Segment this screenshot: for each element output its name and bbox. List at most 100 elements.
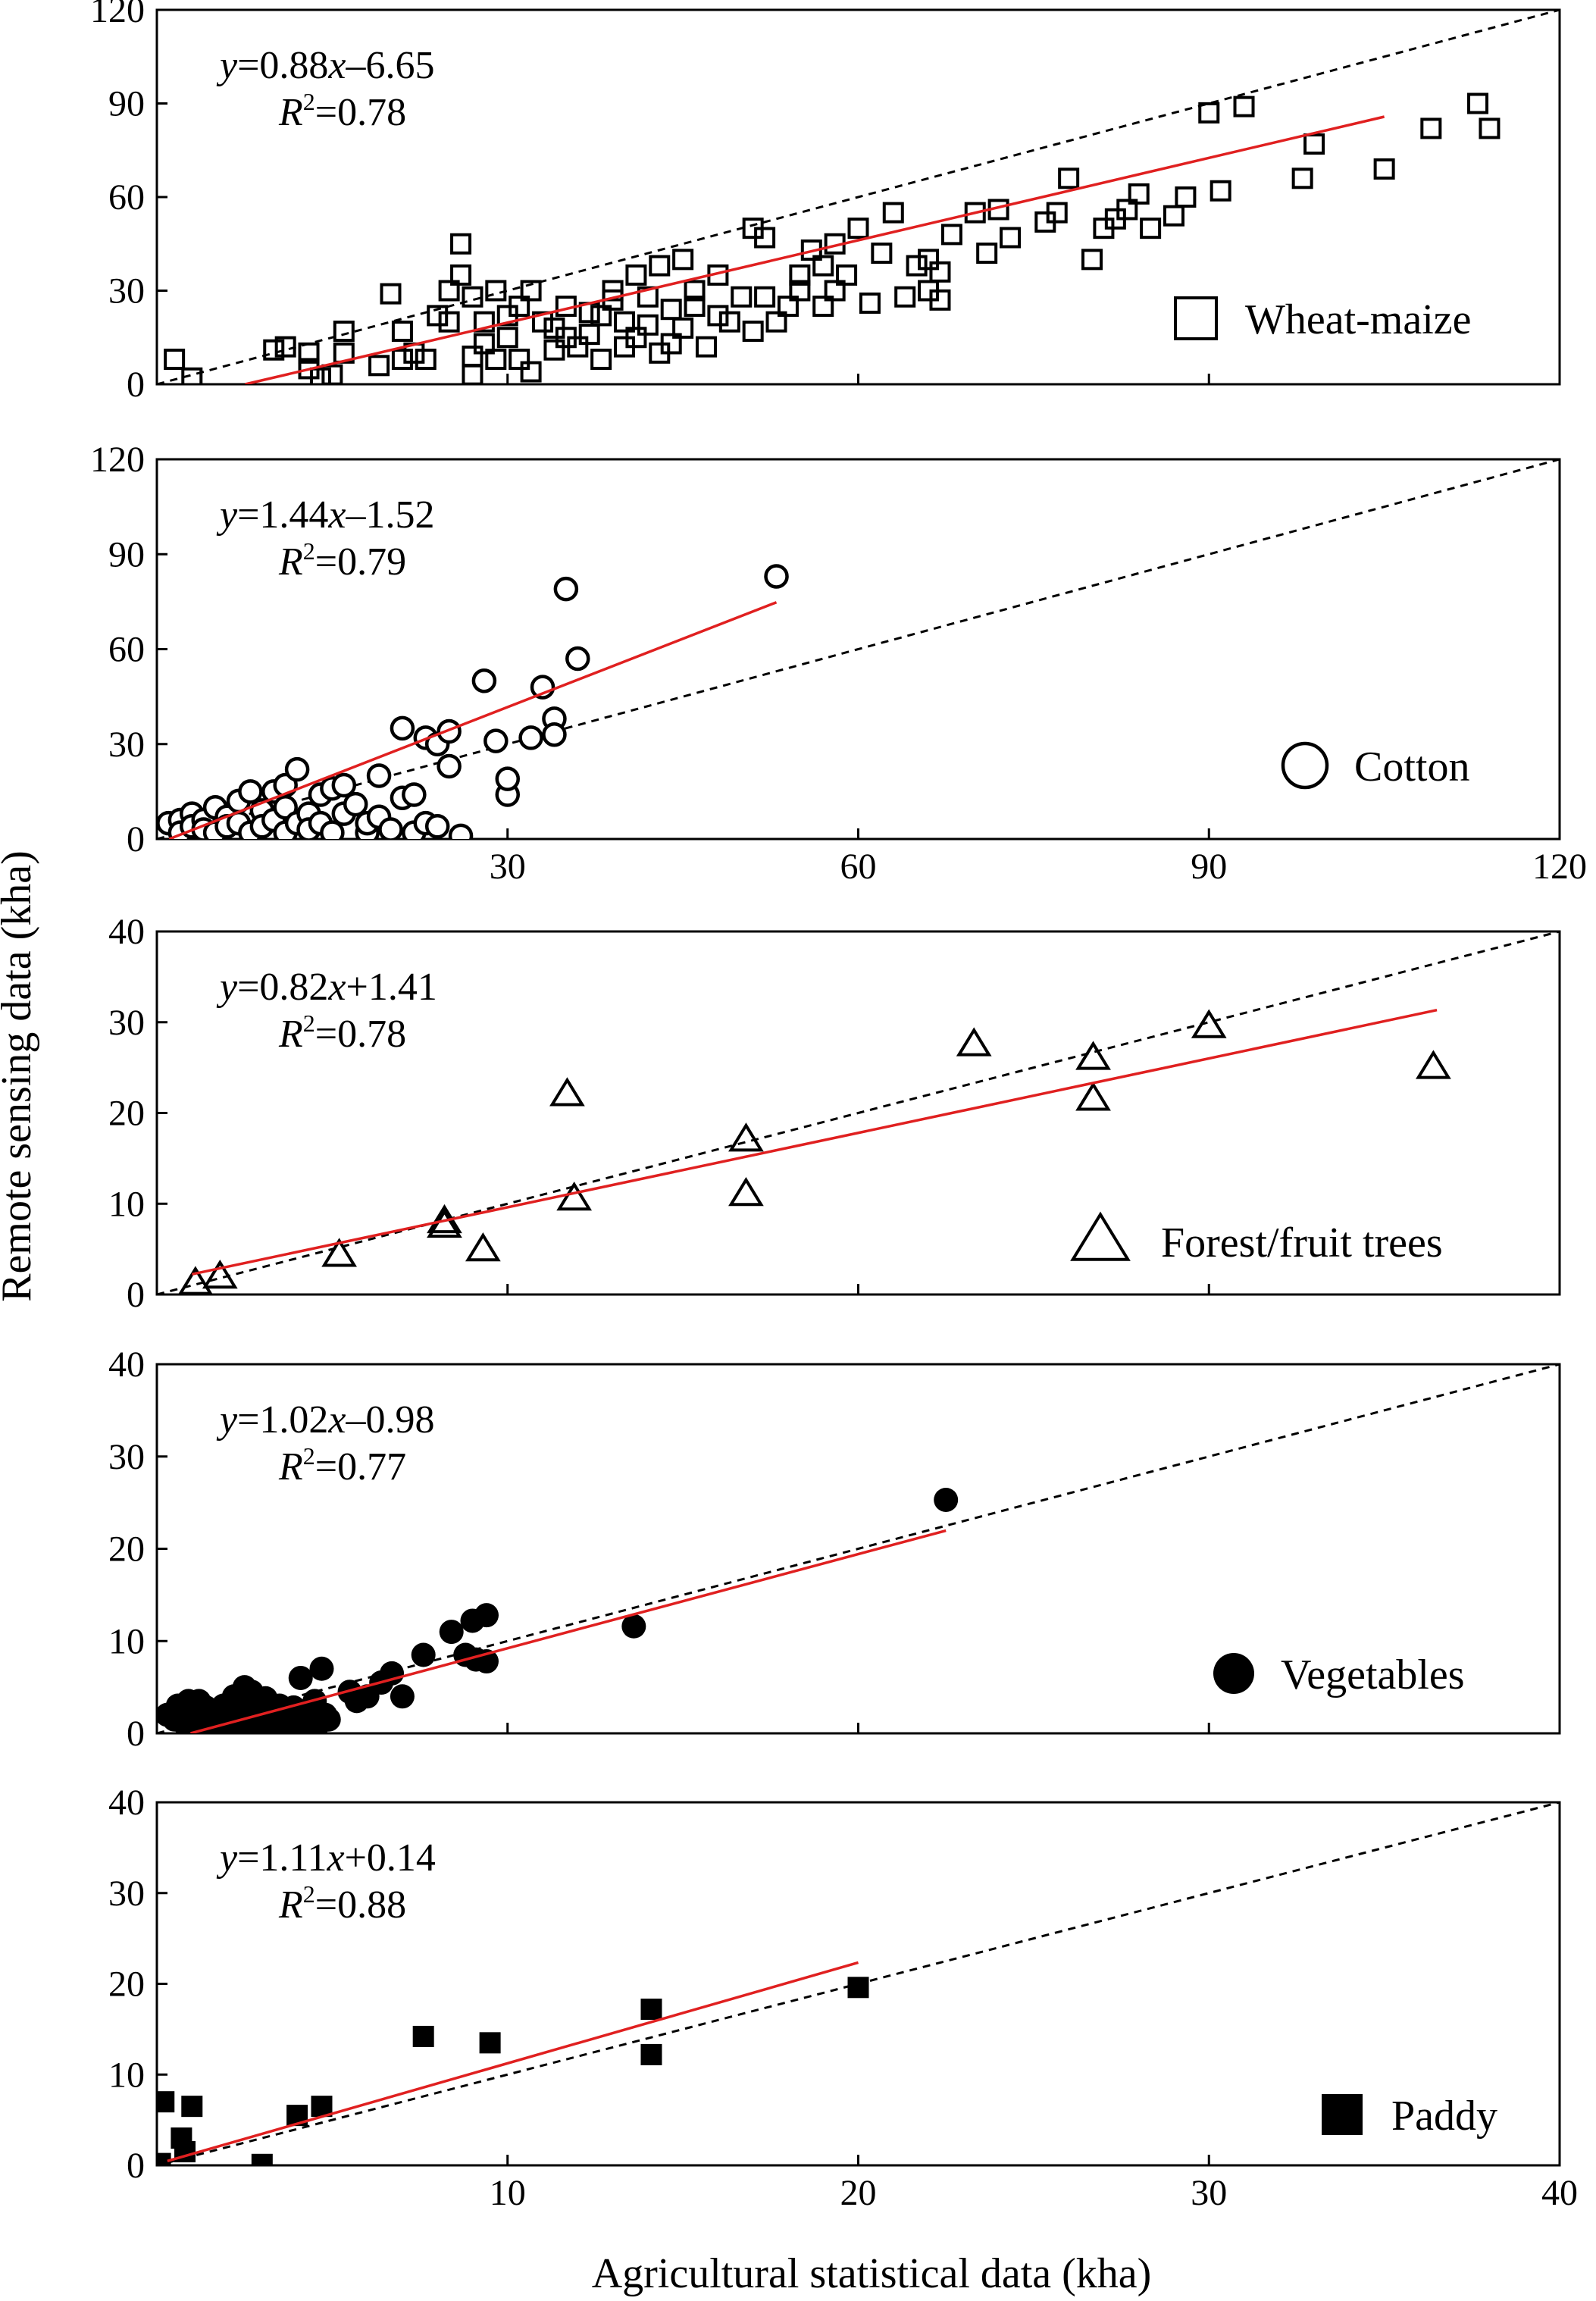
legend-label: Vegetables: [1281, 1651, 1465, 1698]
data-point: [777, 296, 799, 318]
data-point: [894, 286, 916, 308]
data-point: [882, 202, 904, 224]
data-point: [906, 255, 928, 277]
legend-marker: [1281, 741, 1329, 790]
data-point: [438, 280, 460, 302]
data-point: [640, 2043, 662, 2065]
data-point: [764, 564, 789, 589]
data-point: [567, 336, 589, 358]
data-point: [1467, 92, 1489, 114]
x-tick-label: 20: [840, 2173, 877, 2213]
data-point: [288, 1665, 313, 1690]
data-point: [331, 772, 357, 798]
data-point: [343, 791, 368, 817]
plot-area: [157, 459, 1560, 839]
data-point: [437, 753, 462, 779]
data-point: [621, 1614, 646, 1639]
data-point: [871, 243, 893, 265]
data-point: [1075, 1041, 1111, 1070]
data-point: [1140, 218, 1162, 239]
data-point: [1373, 158, 1395, 180]
data-point: [1198, 102, 1220, 124]
legend-marker: [1070, 1211, 1131, 1261]
data-point: [754, 227, 776, 249]
y-tick-label: 60: [108, 177, 145, 218]
y-tick-label: 30: [108, 1003, 145, 1043]
legend-entry: Forest/fruit trees: [1070, 1211, 1443, 1266]
x-tick-label: 10: [490, 2173, 526, 2213]
r-squared: R2=0.78: [278, 88, 406, 134]
data-point: [542, 722, 567, 747]
data-point: [590, 305, 612, 327]
y-tick-label: 20: [108, 1964, 145, 2005]
x-tick-label: 90: [1191, 847, 1227, 887]
data-point: [847, 218, 869, 239]
y-tick-label: 90: [108, 84, 145, 124]
data-point: [320, 820, 345, 839]
identity-line: [157, 459, 1560, 839]
data-point: [660, 333, 682, 355]
regression-line: [168, 601, 778, 839]
data-point: [415, 349, 437, 371]
data-point: [462, 364, 483, 384]
r-squared: R2=0.79: [278, 537, 406, 584]
chart-panels: 0306090120y=0.88x–6.65R2=0.78Wheat-maize…: [90, 0, 1587, 2213]
data-point: [625, 327, 647, 349]
data-point: [390, 1684, 415, 1709]
data-point: [684, 280, 706, 302]
x-tick-label: 120: [1532, 847, 1587, 887]
y-tick-label: 40: [108, 912, 145, 952]
y-tick-label: 30: [108, 271, 145, 311]
identity-line: [157, 1364, 1560, 1733]
legend-entry: Paddy: [1322, 2093, 1497, 2140]
regression-equation: y=1.44x–1.52: [216, 493, 435, 537]
y-tick-label: 30: [108, 1874, 145, 1914]
data-point: [1046, 202, 1068, 224]
data-point: [1291, 167, 1313, 189]
data-point: [391, 349, 413, 371]
data-point: [754, 286, 776, 308]
data-point: [462, 286, 483, 308]
data-point: [509, 296, 530, 318]
data-point: [368, 355, 390, 377]
identity-line: [157, 931, 1560, 1295]
x-tick-label: 30: [490, 847, 526, 887]
data-point: [471, 668, 497, 693]
x-axis-title: Agricultural statistical data (kha): [592, 2250, 1152, 2297]
data-point: [637, 314, 659, 336]
data-point: [532, 311, 554, 333]
y-tick-label: 10: [108, 1184, 145, 1224]
data-point: [437, 718, 462, 744]
y-tick-label: 90: [108, 534, 145, 574]
data-point: [847, 1977, 869, 1999]
legend-label: Paddy: [1391, 2093, 1497, 2140]
regression-equation: y=0.82x+1.41: [216, 966, 437, 1009]
data-point: [964, 202, 986, 224]
data-point: [812, 255, 834, 277]
plot-area: [157, 1802, 1560, 2165]
y-tick-label: 120: [90, 0, 145, 30]
data-point: [918, 249, 940, 271]
data-point: [316, 1707, 341, 1732]
data-point: [483, 728, 509, 753]
data-point: [321, 1238, 357, 1267]
data-point: [649, 255, 671, 277]
data-point: [684, 296, 706, 318]
data-point: [520, 361, 542, 383]
data-point: [836, 264, 858, 286]
legend-marker: [1174, 296, 1218, 340]
data-point: [625, 264, 647, 286]
r-squared: R2=0.77: [278, 1442, 406, 1489]
legend-entry: Cotton: [1281, 741, 1469, 790]
data-point: [309, 367, 331, 384]
data-point: [238, 779, 263, 804]
data-point: [765, 311, 787, 333]
data-point: [495, 766, 520, 791]
data-point: [473, 311, 495, 333]
data-point: [1116, 199, 1138, 221]
legend-label: Cotton: [1354, 744, 1469, 790]
data-point: [976, 243, 998, 265]
